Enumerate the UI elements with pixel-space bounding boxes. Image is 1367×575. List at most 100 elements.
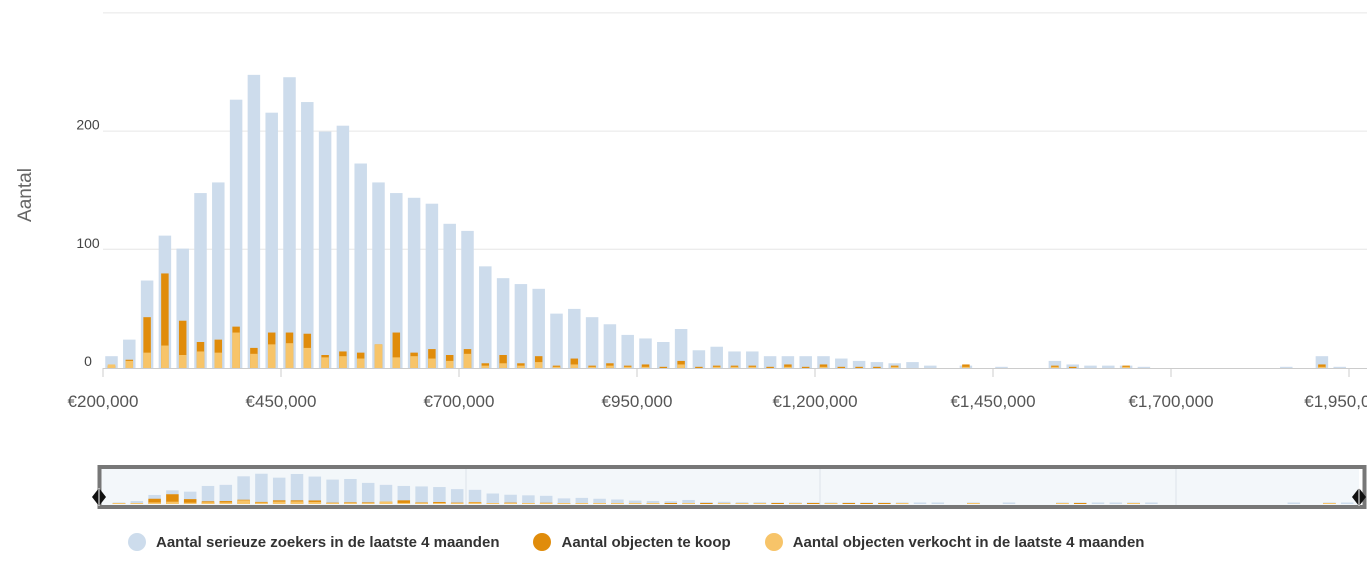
navigator-bar-sold: [789, 503, 802, 504]
y-axis-title: Aantal: [15, 168, 36, 222]
bar-sold: [463, 353, 472, 368]
bar-sold: [339, 356, 347, 368]
bar-seekers: [639, 338, 652, 368]
bar-sold: [374, 344, 383, 368]
bar-seekers: [710, 346, 723, 368]
navigator-selection-frame[interactable]: [97, 465, 1367, 509]
navigator-bar-seekers: [557, 498, 571, 504]
bar-for-sale: [1068, 366, 1077, 368]
legend-dot-for-sale: [533, 533, 552, 551]
navigator-background: [98, 467, 1359, 506]
navigator-bar-seekers: [611, 499, 624, 504]
navigator-bar-seekers: [1091, 502, 1105, 504]
navigator-bar-sold: [433, 503, 446, 504]
legend-label-sold: Aantal objecten verkocht in de laatste 4…: [792, 533, 1145, 551]
bar-for-sale: [178, 320, 187, 368]
navigator-bar-seekers: [433, 487, 446, 504]
bar-seekers: [1280, 366, 1293, 368]
legend-item-for-sale[interactable]: Aantal objecten te koop: [533, 533, 731, 551]
bar-seekers: [229, 99, 243, 368]
navigator-bar-seekers: [664, 501, 678, 504]
x-tick-label: €950,000: [602, 392, 673, 411]
navigator-bar-sold: [522, 503, 535, 504]
navigator-bar-sold: [824, 503, 838, 504]
bar-for-sale: [659, 366, 668, 368]
grid-lines: [103, 12, 1367, 250]
navigator-bar-seekers: [237, 476, 250, 504]
bar-seekers: [212, 182, 225, 368]
bar-for-sale: [801, 366, 810, 368]
navigator-bar-sold: [717, 503, 731, 504]
bar-seekers: [763, 356, 777, 368]
bar-seekers: [407, 197, 421, 368]
bar-for-sale: [641, 364, 650, 368]
bar-seekers: [835, 358, 848, 368]
x-tick-label: €200,000: [68, 392, 139, 411]
navigator-right-handle[interactable]: [1352, 488, 1366, 506]
navigator-bar-sold: [646, 503, 660, 504]
bar-sold: [392, 357, 401, 368]
navigator-bar-seekers: [344, 478, 357, 504]
navigator-bar-seekers: [361, 482, 375, 504]
bar-sold: [890, 366, 899, 368]
bar-seekers: [425, 203, 439, 368]
bar-sold: [481, 365, 490, 368]
navigator-bar-sold: [415, 502, 428, 504]
navigator-bar-seekers: [593, 498, 606, 504]
navigator-bar-seekers: [379, 484, 393, 504]
bar-sold: [356, 358, 365, 368]
navigator-bar-seekers: [1145, 502, 1158, 504]
bar-sold: [285, 343, 294, 368]
bar-seekers: [1084, 365, 1097, 368]
navigator-bar-sold: [735, 503, 749, 504]
bar-for-sale: [855, 366, 863, 368]
navigator-bar-seekers: [575, 497, 589, 504]
legend-dot-seekers: [128, 533, 146, 551]
bar-seekers: [514, 284, 528, 368]
navigator-bar-for-sale: [148, 498, 161, 504]
legend-label-seekers: Aantal serieuze zoekers in de laatste 4 …: [156, 533, 500, 551]
bar-seekers: [799, 356, 812, 368]
range-navigator[interactable]: [92, 465, 1367, 509]
bar-sold: [784, 366, 792, 368]
bar-for-sale: [392, 332, 401, 368]
navigator-bar-sold: [130, 503, 144, 504]
navigator-bar-for-sale: [700, 503, 713, 504]
navigator-bar-seekers: [415, 486, 428, 504]
bar-for-sale: [819, 364, 828, 368]
navigator-bar-sold: [1323, 503, 1336, 504]
navigator-bar-sold: [183, 502, 197, 504]
navigator-bar-seekers: [290, 473, 304, 504]
bar-seekers: [336, 125, 350, 368]
x-tick-label: €1,200,000: [772, 392, 857, 411]
bar-sold: [623, 366, 632, 368]
bar-for-sale: [962, 364, 970, 368]
bar-sold: [1318, 366, 1326, 368]
legend-item-seekers[interactable]: Aantal serieuze zoekers in de laatste 4 …: [128, 533, 499, 551]
bar-seekers: [746, 351, 759, 368]
navigator-bar-seekers: [397, 485, 411, 504]
navigator-bar-sold: [593, 503, 606, 504]
bar-for-sale: [677, 360, 685, 368]
navigator-bar-seekers: [219, 484, 233, 504]
navigator-bar-seekers: [539, 495, 553, 504]
x-tick-label: €1,950,0â€¦: [1304, 392, 1367, 411]
navigator-bar-seekers: [201, 485, 215, 504]
bar-sold: [303, 347, 312, 368]
bar-seekers: [585, 317, 599, 368]
navigator-bar-seekers: [255, 473, 268, 504]
navigator-bar-sold: [895, 503, 909, 504]
navigator-bar-sold: [272, 501, 286, 504]
legend-item-sold[interactable]: Aantal objecten verkocht in de laatste 4…: [764, 533, 1145, 551]
bar-sold: [161, 345, 169, 368]
navigator-bar-sold: [308, 501, 322, 504]
bar-seekers: [852, 360, 866, 368]
navigator-bar-seekers: [913, 502, 927, 504]
navigator-bar-sold: [486, 503, 500, 504]
navigator-bar-sold: [219, 502, 233, 504]
navigator-bar-sold: [237, 500, 250, 504]
navigator-left-handle[interactable]: [92, 488, 106, 506]
bar-seekers: [283, 77, 296, 368]
navigator-bar-sold: [201, 502, 215, 504]
navigator-bar-seekers: [1002, 502, 1016, 504]
